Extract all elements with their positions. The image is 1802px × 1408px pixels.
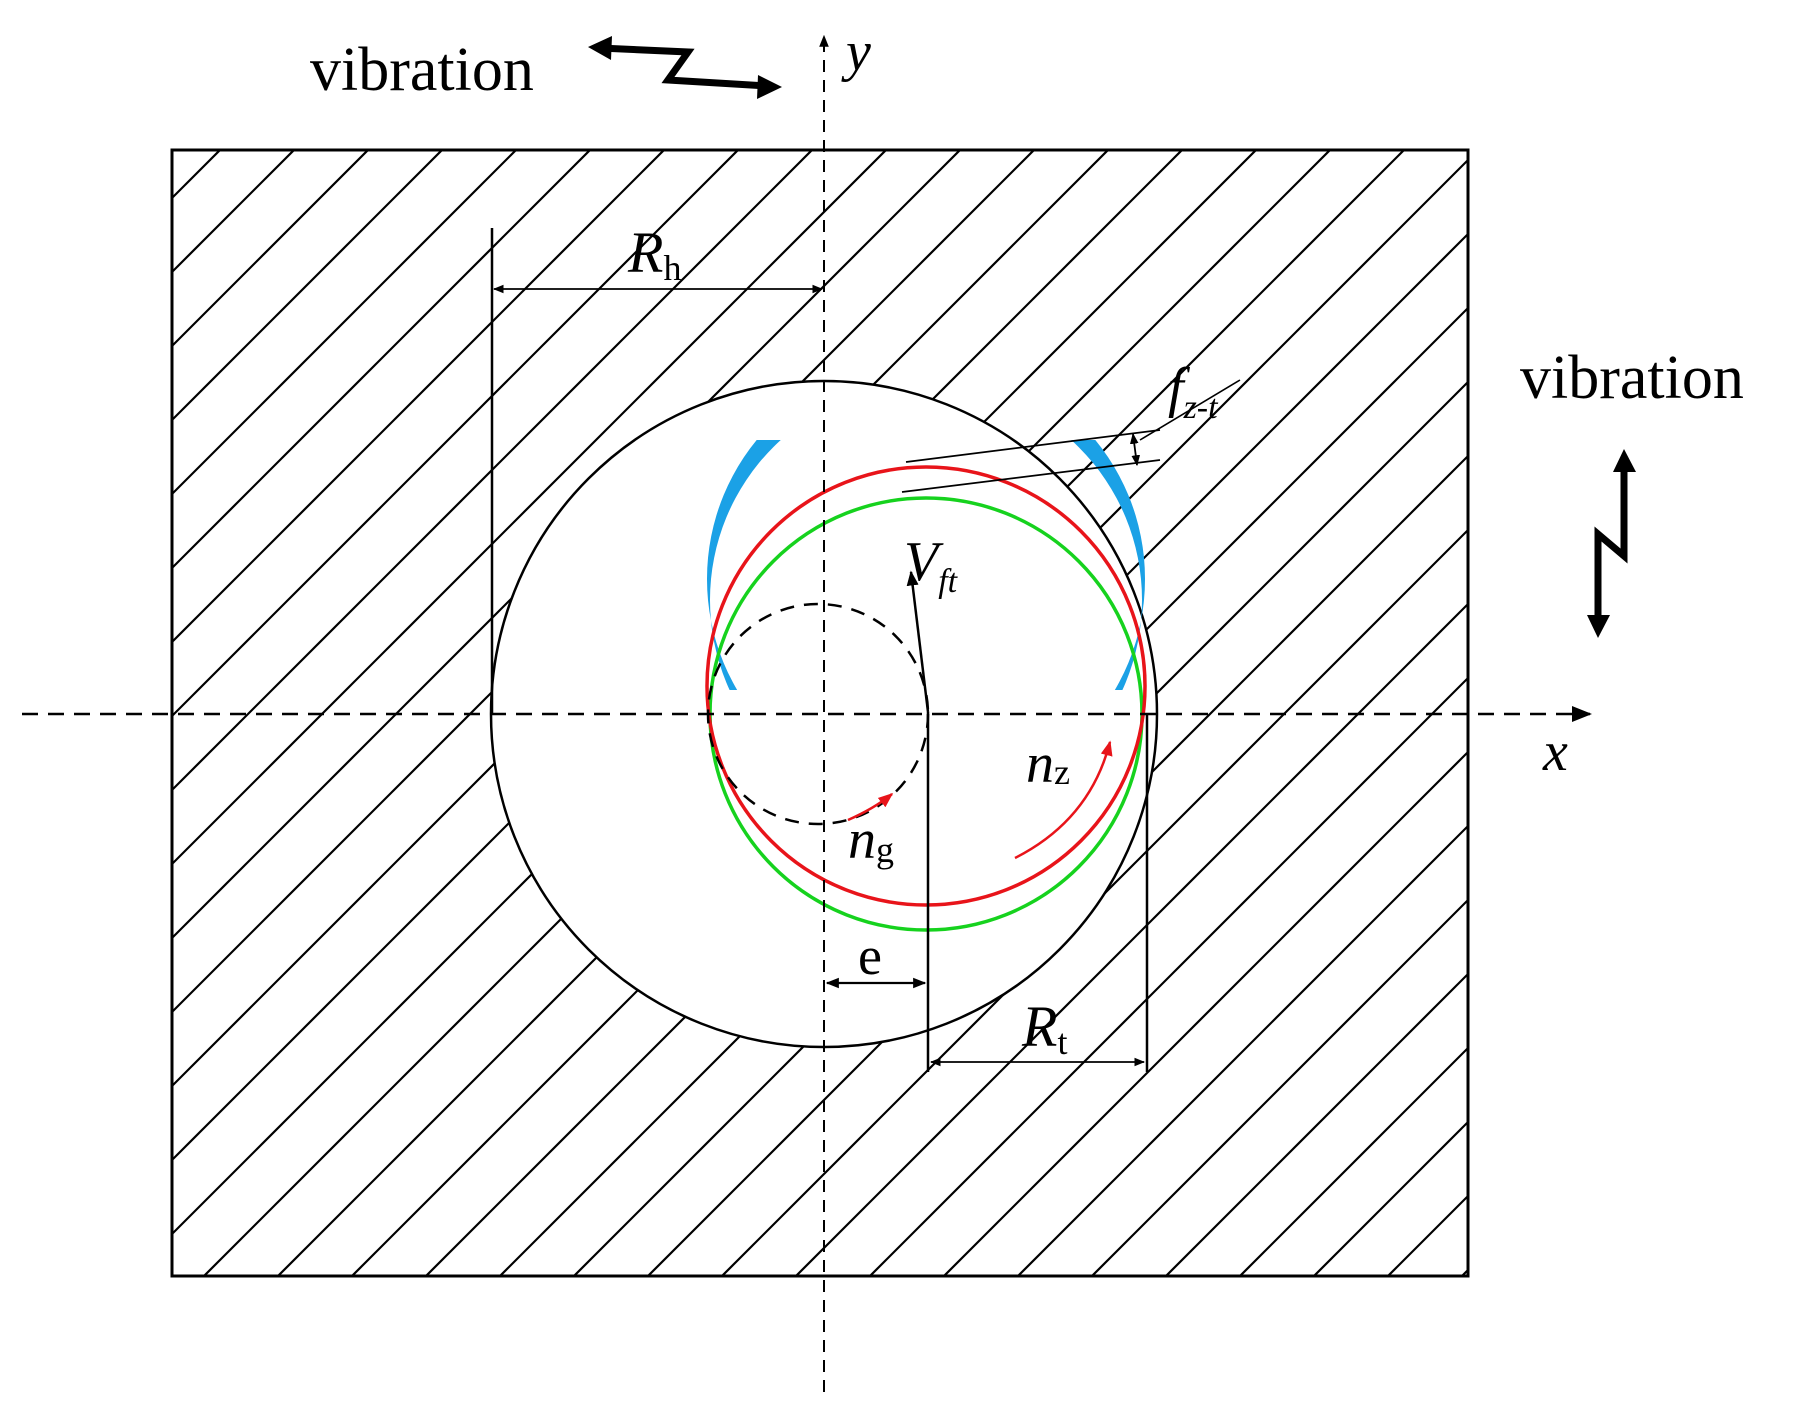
e-label: e (858, 926, 882, 986)
fzt-label-leader (1139, 379, 1241, 441)
vibration-vertical-icon (1587, 449, 1636, 638)
nz-label-main: n (1026, 733, 1054, 795)
hatch-line (172, 150, 222, 200)
nz-label: nz (1026, 733, 1070, 795)
rh-label-main: R (627, 220, 663, 285)
hatch-line (172, 150, 1036, 1014)
hatch-line (720, 528, 1468, 1276)
hatch-line (276, 150, 1406, 1276)
hatch-line (942, 750, 1468, 1276)
hatch-line (0, 0, 74, 1400)
hatch-line (172, 150, 1110, 1088)
rh-label-sub: h (663, 248, 681, 288)
hatch-line (172, 150, 888, 866)
y-axis-label: y (841, 21, 871, 83)
tool-current-position (705, 465, 1147, 907)
fzt-leader-top (905, 429, 1161, 463)
vft-label: Vft (904, 531, 959, 600)
spindle-rotation-arrow (1014, 740, 1113, 860)
uncut-chip-area (707, 440, 1145, 690)
hatch-line (0, 0, 148, 1400)
hatch-line (172, 150, 1184, 1162)
revolution-rotation-arrow (847, 793, 894, 822)
hatch-line (172, 150, 592, 570)
rt-label-main: R (1021, 994, 1057, 1059)
hatch-line (1164, 972, 1468, 1276)
hatch-line (0, 0, 296, 1400)
hatch-line (1238, 1046, 1468, 1276)
hatch-line (646, 454, 1468, 1276)
vibration-horizontal-icon (588, 36, 782, 99)
hatch-line (1486, 0, 1802, 1400)
hatch-line (172, 150, 740, 718)
ng-label: ng (848, 809, 894, 871)
rt-label-sub: t (1057, 1022, 1067, 1062)
hatch-line (1460, 1268, 1468, 1276)
hatch-line (172, 150, 370, 348)
fzt-label: fz-t (1168, 357, 1219, 426)
hatch-line (172, 150, 296, 274)
hatch-line (868, 676, 1468, 1276)
fzt-leader-bottom (901, 459, 1161, 493)
x-axis-label: x (1542, 721, 1568, 783)
hatch-line (1090, 898, 1468, 1276)
hatch-line (172, 150, 814, 792)
hatch-line (498, 306, 1468, 1276)
hatch-line (172, 150, 666, 644)
vibration-label-right: vibration (1520, 344, 1744, 412)
hatch-line (1312, 1120, 1468, 1276)
hatch-line (1016, 824, 1468, 1276)
fzt-label-sub: z-t (1183, 389, 1220, 426)
vibration-label-top: vibration (310, 36, 534, 104)
vft-label-main: V (904, 531, 944, 593)
hatch-line (572, 380, 1468, 1276)
hatch-line (424, 232, 1468, 1276)
hatch-line (1708, 0, 1802, 1400)
hatch-line (1560, 0, 1802, 1400)
vft-label-sub: ft (938, 563, 958, 600)
hatch-line (1782, 0, 1802, 1400)
hatch-line (1412, 0, 1802, 1400)
ng-label-main: n (848, 809, 876, 871)
rt-label: Rt (1021, 994, 1067, 1062)
hatch-line (1634, 0, 1802, 1400)
nz-label-sub: z (1054, 752, 1070, 792)
feed-velocity-arrow (906, 570, 930, 713)
fzt-dimension-arrow (1129, 432, 1141, 467)
hatch-line (172, 150, 444, 422)
hatch-line (172, 150, 518, 496)
hatch-line (794, 602, 1468, 1276)
ng-label-sub: g (876, 830, 894, 870)
hatch-line (202, 150, 1332, 1276)
rh-label: Rh (627, 220, 681, 288)
hatch-line (172, 150, 962, 940)
